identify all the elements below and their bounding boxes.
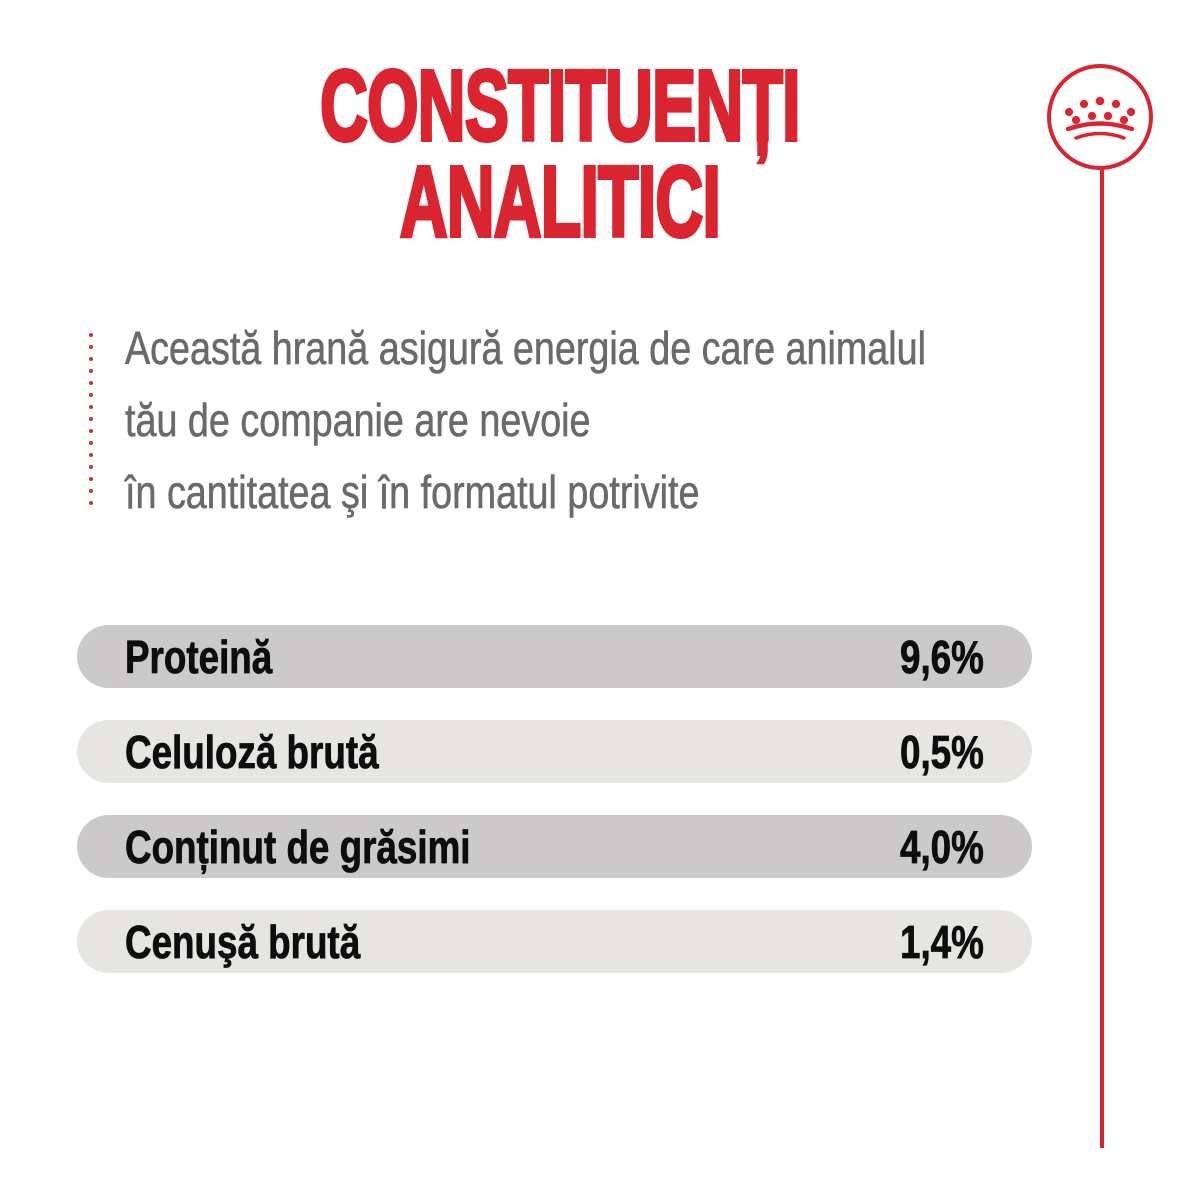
table-row: Celuloză brută 0,5% — [77, 720, 1032, 783]
table-row: Proteină 9,6% — [77, 625, 1032, 688]
row-value: 1,4% — [900, 915, 985, 968]
table-row: Cenuşă brută 1,4% — [77, 910, 1032, 973]
dotted-accent-line — [89, 333, 93, 505]
page-title: CONSTITUENȚI ANALITICI — [0, 50, 1120, 258]
intro-line: Această hrană asigură energia de care an… — [125, 322, 926, 375]
crown-icon — [1064, 96, 1136, 140]
constituents-table: Proteină 9,6% Celuloză brută 0,5% Conțin… — [77, 625, 1032, 1005]
row-label: Proteină — [125, 630, 273, 683]
royal-canin-crown-icon — [1047, 64, 1153, 170]
row-label: Celuloză brută — [125, 725, 379, 778]
row-label: Cenuşă brută — [125, 915, 361, 968]
row-value: 9,6% — [900, 630, 985, 683]
intro-paragraph: Această hrană asigură energia de care an… — [125, 312, 1085, 528]
vertical-accent-line — [1100, 169, 1104, 1148]
intro-line: tău de companie are nevoie — [125, 394, 591, 447]
page-title-line2: ANALITICI — [398, 146, 722, 258]
table-row: Conținut de grăsimi 4,0% — [77, 815, 1032, 878]
intro-line: în cantitatea şi în formatul potrivite — [125, 466, 700, 519]
row-label: Conținut de grăsimi — [125, 820, 471, 873]
page-title-line1: CONSTITUENȚI — [319, 50, 802, 162]
row-value: 0,5% — [900, 725, 985, 778]
row-value: 4,0% — [900, 820, 985, 873]
